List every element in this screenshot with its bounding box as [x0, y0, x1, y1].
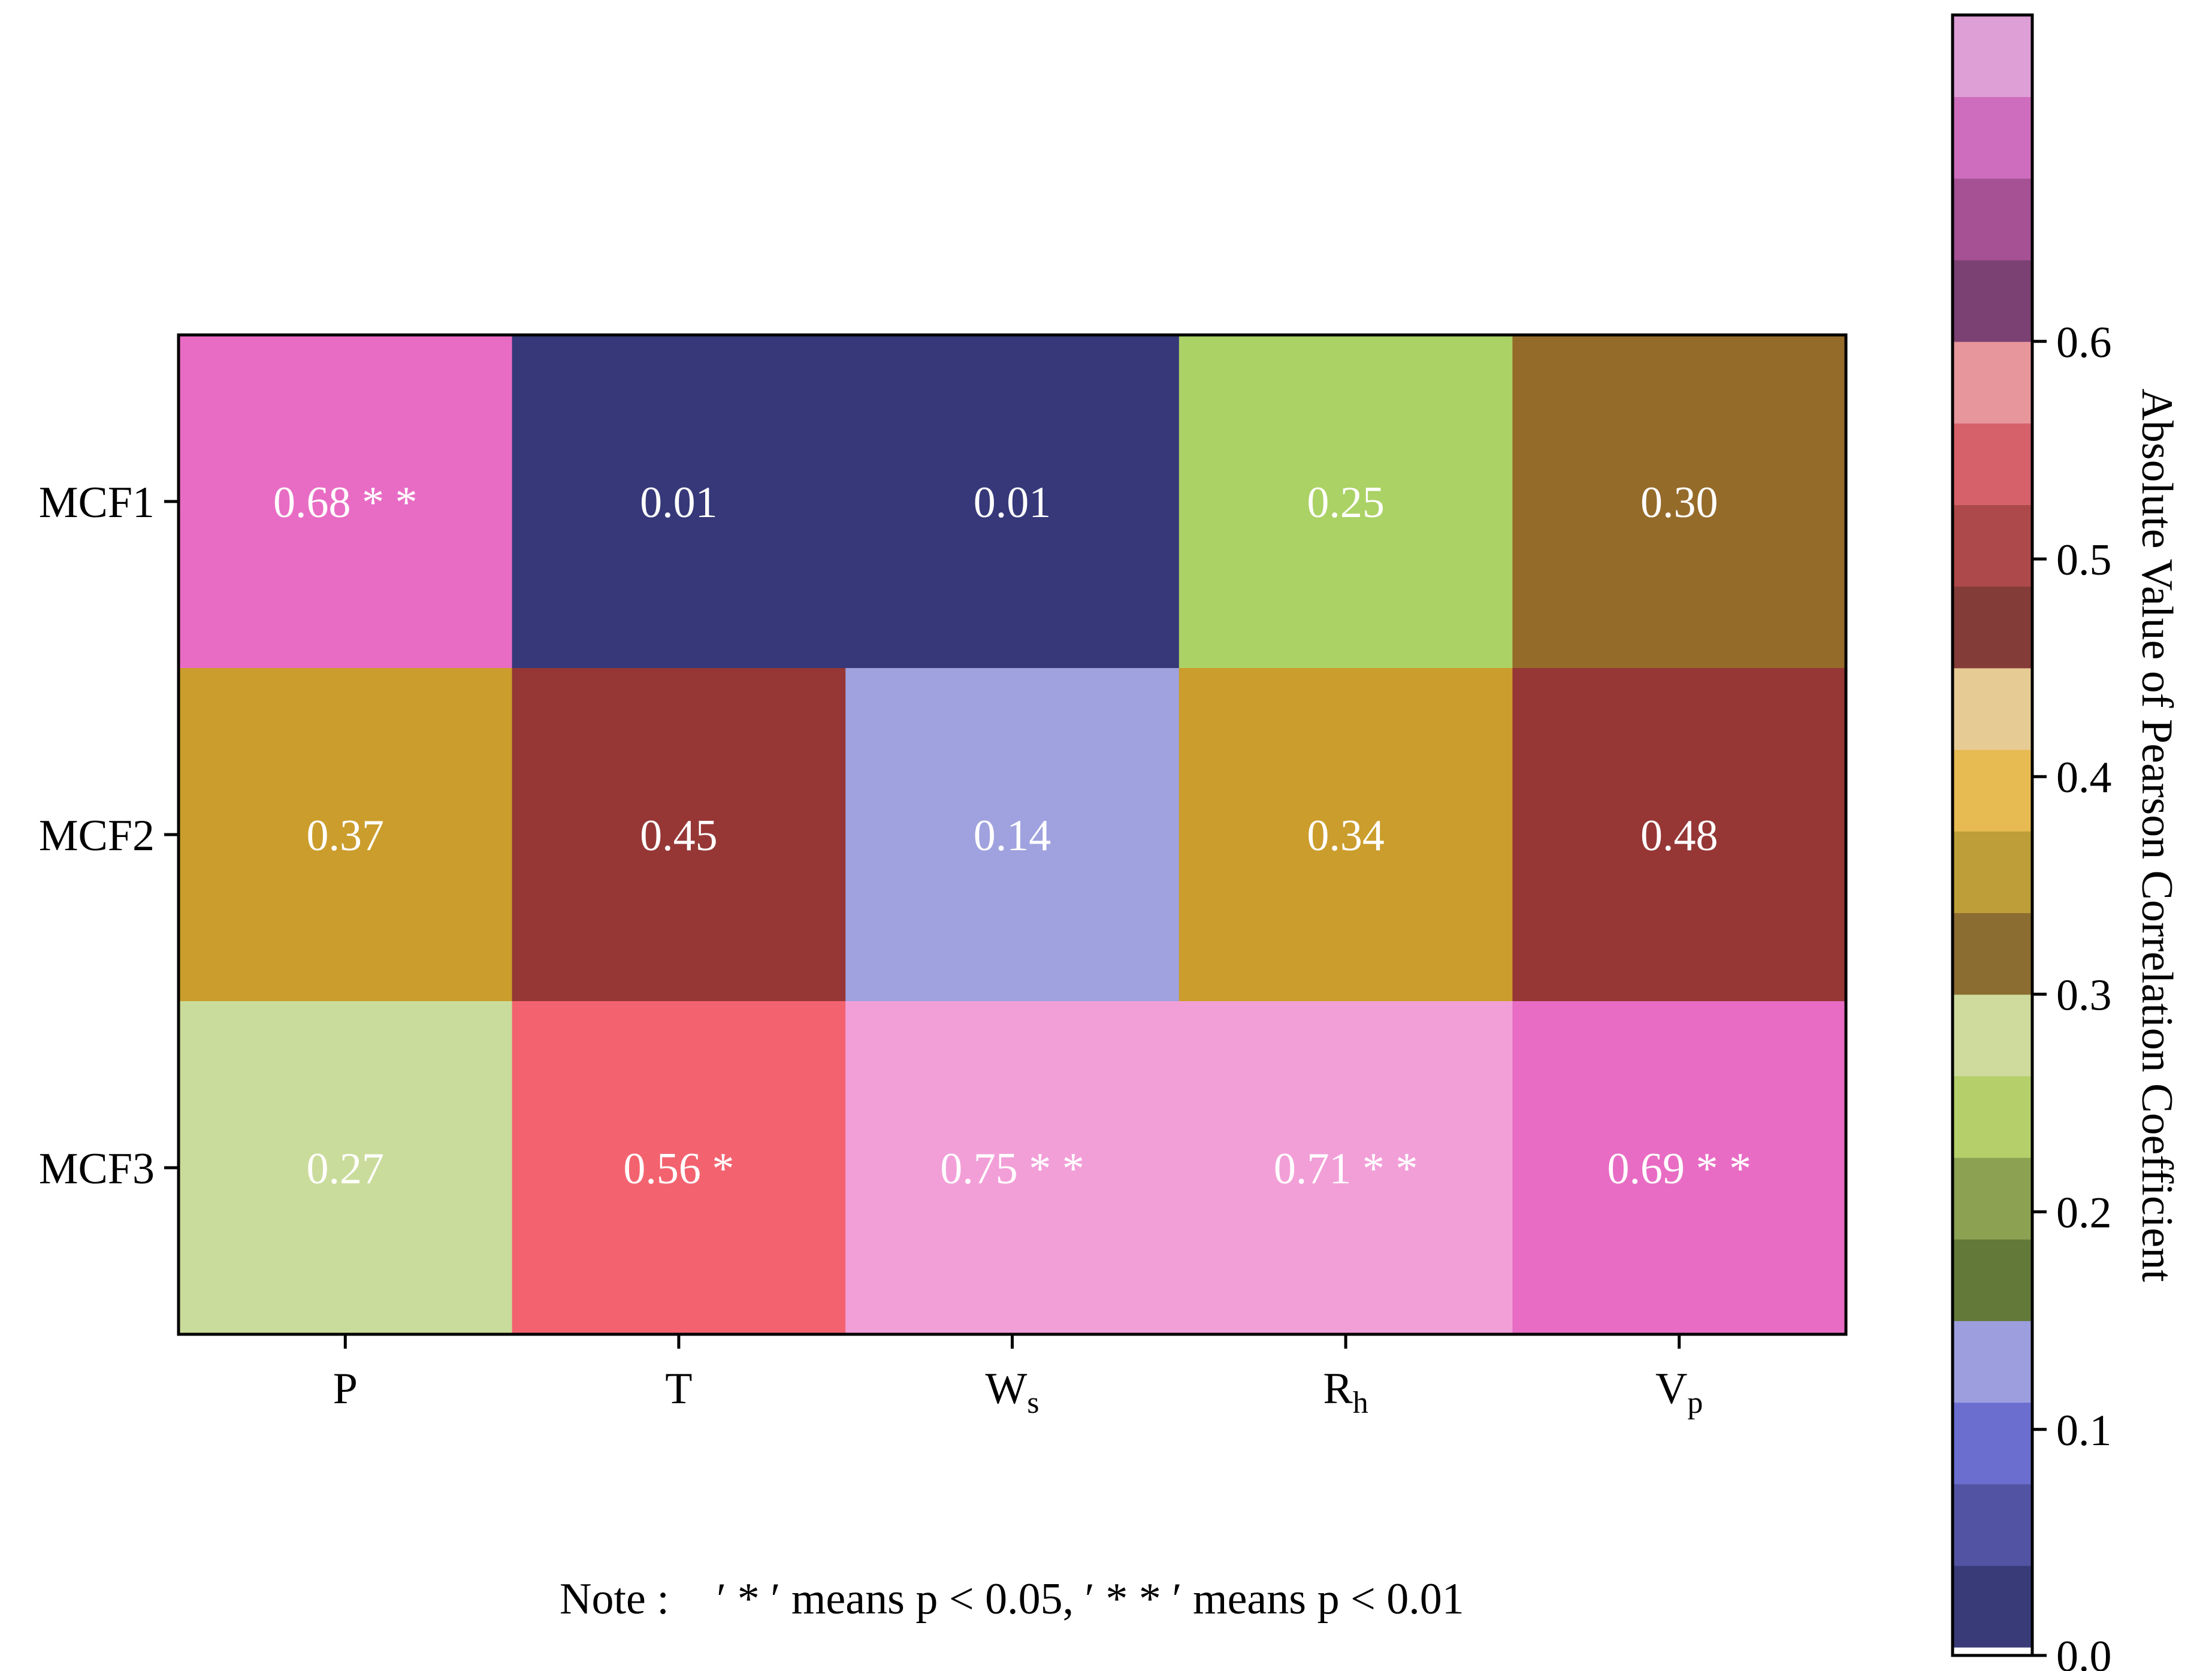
note-prefix: Note : — [560, 1575, 669, 1624]
cell-value-label: 0.71 * * — [1274, 1144, 1418, 1193]
colorbar-frame — [1951, 13, 2034, 1657]
colorbar-swatch — [1953, 1402, 2032, 1485]
column-tick-label: Ws — [985, 1364, 1039, 1420]
cell-value-label: 0.34 — [1307, 811, 1385, 860]
colorbar-tick-label: 0.0 — [2056, 1632, 2112, 1671]
colorbar-tick-label: 0.3 — [2056, 971, 2112, 1020]
column-label-base: T — [665, 1364, 692, 1413]
heatmap-cell — [1512, 668, 1847, 1002]
column-tick-label: Vp — [1655, 1364, 1703, 1420]
column-axis: P T Ws Rh Vp — [333, 1334, 1703, 1420]
row-axis: MCF1 MCF2 MCF3 — [39, 478, 179, 1193]
heatmap-cell — [1512, 1001, 1847, 1335]
column-tick-label: T — [665, 1364, 692, 1413]
colorbar-swatch — [1953, 586, 2032, 669]
heatmap-cell — [845, 668, 1180, 1002]
heatmap-cell — [512, 335, 846, 669]
cell-value-label: 0.56 * — [623, 1144, 734, 1193]
column-label-subscript: h — [1353, 1386, 1368, 1420]
cell-value-label: 0.68 * * — [273, 478, 418, 527]
heatmap-cells: 0.68 * * 0.01 0.01 0.25 0.30 0.37 0.45 0.14 0.34… — [179, 335, 1847, 1335]
colorbar-title: Absolute Value of Pearson Correlation Co… — [2132, 388, 2181, 1282]
column-label-base: R — [1323, 1364, 1353, 1413]
heatmap-cell — [845, 1001, 1180, 1335]
cell-value-label: 0.01 — [640, 478, 718, 527]
cell-value-label: 0.30 — [1640, 478, 1718, 527]
cell-value-label: 0.14 — [974, 811, 1051, 860]
colorbar-tick-label: 0.2 — [2056, 1189, 2112, 1238]
colorbar-swatch — [1953, 1565, 2032, 1648]
column-tick-label: Rh — [1323, 1364, 1368, 1420]
cell-value-label: 0.37 — [307, 811, 385, 860]
cell-value-label: 0.27 — [307, 1144, 385, 1193]
colorbar-swatch — [1953, 178, 2032, 261]
row-tick-label: MCF3 — [39, 1144, 155, 1193]
column-label-subscript: p — [1687, 1386, 1703, 1420]
heatmap-cell — [179, 668, 513, 1002]
colorbar-swatch — [1953, 504, 2032, 587]
cell-value-label: 0.01 — [974, 478, 1051, 527]
heatmap-cell — [179, 335, 513, 669]
heatmap-cell — [512, 1001, 846, 1335]
significance-note: Note : ′ * ′ means p < 0.05, ′ * * ′ mea… — [560, 1575, 1464, 1624]
heatmap-cell — [845, 335, 1180, 669]
cell-value-label: 0.75 * * — [940, 1144, 1084, 1193]
colorbar-tick-label: 0.6 — [2056, 318, 2112, 367]
colorbar-swatch — [1953, 831, 2032, 913]
colorbar-swatch — [1953, 423, 2032, 505]
colorbar-swatch — [1953, 912, 2032, 995]
colorbar-swatch — [1953, 96, 2032, 179]
colorbar-swatch — [1953, 1483, 2032, 1566]
column-tick-label: P — [333, 1364, 358, 1413]
column-label-base: P — [333, 1364, 358, 1413]
row-tick-label: MCF1 — [39, 478, 155, 527]
colorbar-swatch — [1953, 1075, 2032, 1158]
heatmap-cell — [1178, 668, 1513, 1002]
column-label-base: W — [985, 1364, 1027, 1413]
colorbar: 0.0 0.1 0.2 0.3 0.4 0.5 0.6 Absolute Value of … — [1951, 13, 2181, 1671]
cell-value-label: 0.25 — [1307, 478, 1385, 527]
colorbar-swatch — [1953, 259, 2032, 342]
heatmap-cell — [512, 668, 846, 1002]
colorbar-swatch — [1953, 1647, 2032, 1656]
note-text: ′ * ′ means p < 0.05, ′ * * ′ means p < … — [717, 1575, 1464, 1624]
column-label-subscript: s — [1027, 1386, 1039, 1420]
row-tick-label: MCF2 — [39, 811, 155, 860]
colorbar-tick-label: 0.5 — [2056, 536, 2112, 585]
colorbar-swatch — [1953, 1239, 2032, 1321]
colorbar-swatch — [1953, 1321, 2032, 1403]
heatmap-cell — [179, 1001, 513, 1335]
colorbar-ticks: 0.0 0.1 0.2 0.3 0.4 0.5 0.6 — [2032, 318, 2112, 1671]
colorbar-swatch — [1953, 15, 2032, 97]
heatmap-cell — [1512, 335, 1847, 669]
heatmap-cell — [1178, 1001, 1513, 1335]
colorbar-swatch — [1953, 667, 2032, 750]
cell-value-label: 0.45 — [640, 811, 718, 860]
colorbar-swatches — [1953, 15, 2032, 1656]
colorbar-swatch — [1953, 341, 2032, 424]
cell-value-label: 0.48 — [1640, 811, 1718, 860]
colorbar-swatch — [1953, 749, 2032, 832]
colorbar-tick-label: 0.1 — [2056, 1406, 2112, 1455]
heatmap-cell — [1178, 335, 1513, 669]
colorbar-swatch — [1953, 994, 2032, 1077]
cell-value-label: 0.69 * * — [1607, 1144, 1751, 1193]
colorbar-tick-label: 0.4 — [2056, 753, 2112, 802]
colorbar-swatch — [1953, 1157, 2032, 1240]
column-label-base: V — [1655, 1364, 1687, 1413]
